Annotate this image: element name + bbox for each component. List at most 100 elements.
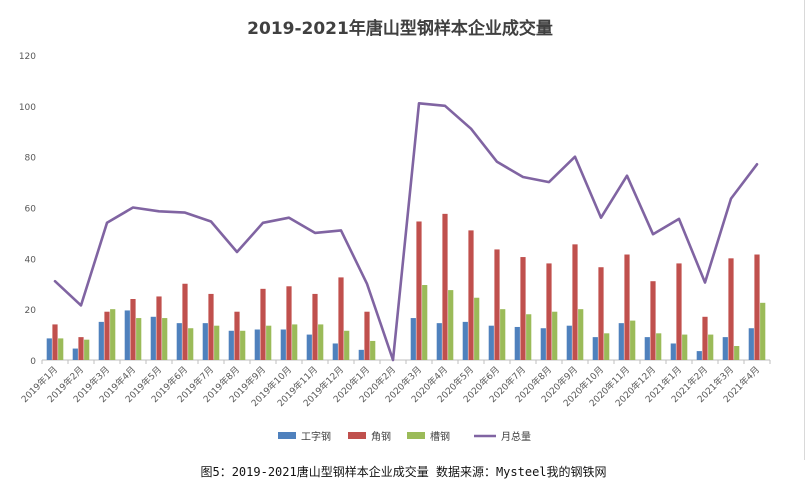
bar-角钢: [364, 311, 370, 360]
bar-角钢: [78, 337, 84, 360]
bar-槽钢: [266, 325, 272, 360]
bar-角钢: [650, 281, 656, 360]
bar-工字钢: [592, 337, 598, 360]
bar-工字钢: [540, 328, 546, 360]
legend-swatch: [348, 432, 366, 439]
bar-角钢: [494, 249, 500, 360]
bar-角钢: [702, 316, 708, 360]
bar-槽钢: [240, 330, 246, 360]
bar-工字钢: [228, 330, 234, 360]
bar-工字钢: [150, 316, 156, 360]
bar-工字钢: [124, 310, 130, 360]
bar-角钢: [520, 257, 526, 360]
x-axis: 2019年1月2019年2月2019年3月2019年4月2019年5月2019年…: [19, 359, 771, 409]
bar-角钢: [754, 254, 760, 360]
legend: 工字钢 角钢 槽钢 月总量: [278, 430, 531, 443]
line-月总量: [53, 102, 759, 362]
y-tick-label: 60: [25, 205, 37, 215]
bar-工字钢: [358, 349, 364, 360]
bar-角钢: [546, 263, 552, 360]
bar-槽钢: [526, 314, 532, 360]
bar-角钢: [598, 267, 604, 360]
bar-角钢: [182, 283, 188, 360]
page-edge: [804, 0, 805, 460]
bar-工字钢: [176, 323, 182, 360]
line-layer: [53, 102, 759, 362]
bar-槽钢: [110, 309, 116, 360]
bar-角钢: [416, 221, 422, 360]
bar-工字钢: [566, 325, 572, 360]
bar-角钢: [104, 311, 110, 360]
bar-槽钢: [292, 324, 298, 360]
bar-槽钢: [84, 339, 90, 360]
y-axis: 0 20 40 60 80 100 120: [19, 52, 36, 367]
bar-角钢: [156, 296, 162, 360]
bar-槽钢: [318, 324, 324, 360]
bar-槽钢: [760, 302, 766, 360]
bar-角钢: [286, 286, 292, 360]
bar-槽钢: [500, 309, 506, 360]
bar-工字钢: [410, 318, 416, 360]
legend-label: 角钢: [371, 430, 391, 443]
bar-槽钢: [682, 334, 688, 360]
bar-槽钢: [370, 340, 376, 360]
bar-槽钢: [422, 285, 428, 360]
bar-工字钢: [514, 326, 520, 360]
legend-label: 月总量: [501, 430, 531, 443]
bar-槽钢: [136, 318, 142, 360]
bar-工字钢: [46, 338, 52, 360]
bar-槽钢: [214, 325, 220, 360]
bar-槽钢: [552, 311, 558, 360]
bar-layer: [46, 213, 766, 360]
bar-角钢: [468, 230, 474, 360]
bar-角钢: [130, 299, 136, 360]
bar-槽钢: [708, 334, 714, 360]
bar-工字钢: [696, 351, 702, 360]
bar-工字钢: [72, 348, 78, 360]
bar-工字钢: [644, 337, 650, 360]
bar-工字钢: [202, 323, 208, 360]
bar-角钢: [52, 324, 58, 360]
bar-槽钢: [578, 309, 584, 360]
y-tick-label: 80: [25, 154, 37, 164]
chart-title: 2019-2021年唐山型钢样本企业成交量: [247, 18, 553, 39]
figure-caption: 图5：2019-2021唐山型钢样本企业成交量 数据来源：Mysteel我的钢铁…: [200, 465, 607, 479]
bar-角钢: [338, 277, 344, 360]
bar-角钢: [208, 293, 214, 360]
bar-槽钢: [630, 320, 636, 360]
bar-角钢: [442, 213, 448, 360]
bar-工字钢: [488, 325, 494, 360]
bar-工字钢: [332, 343, 338, 360]
bar-工字钢: [306, 334, 312, 360]
bar-工字钢: [670, 343, 676, 360]
legend-swatch: [407, 432, 425, 439]
y-tick-label: 20: [25, 306, 37, 316]
legend-label: 工字钢: [301, 430, 331, 443]
bar-槽钢: [656, 333, 662, 360]
bar-槽钢: [188, 328, 194, 360]
bar-角钢: [572, 244, 578, 360]
bar-角钢: [312, 293, 318, 360]
bar-槽钢: [58, 338, 64, 360]
bar-工字钢: [618, 323, 624, 360]
bar-工字钢: [254, 329, 260, 360]
bar-槽钢: [448, 290, 454, 360]
y-tick-label: 100: [19, 103, 36, 113]
y-tick-label: 0: [30, 357, 36, 367]
bar-工字钢: [462, 321, 468, 360]
bar-工字钢: [722, 337, 728, 360]
legend-swatch: [278, 432, 296, 439]
legend-label: 槽钢: [430, 430, 450, 443]
bar-角钢: [676, 263, 682, 360]
y-tick-label: 40: [25, 255, 37, 265]
bar-槽钢: [344, 330, 350, 360]
bar-角钢: [624, 254, 630, 360]
bar-槽钢: [604, 333, 610, 360]
bar-槽钢: [162, 318, 168, 360]
bar-槽钢: [474, 297, 480, 360]
bar-工字钢: [436, 323, 442, 360]
bar-工字钢: [98, 321, 104, 360]
bar-工字钢: [280, 329, 286, 360]
bar-工字钢: [748, 328, 754, 360]
